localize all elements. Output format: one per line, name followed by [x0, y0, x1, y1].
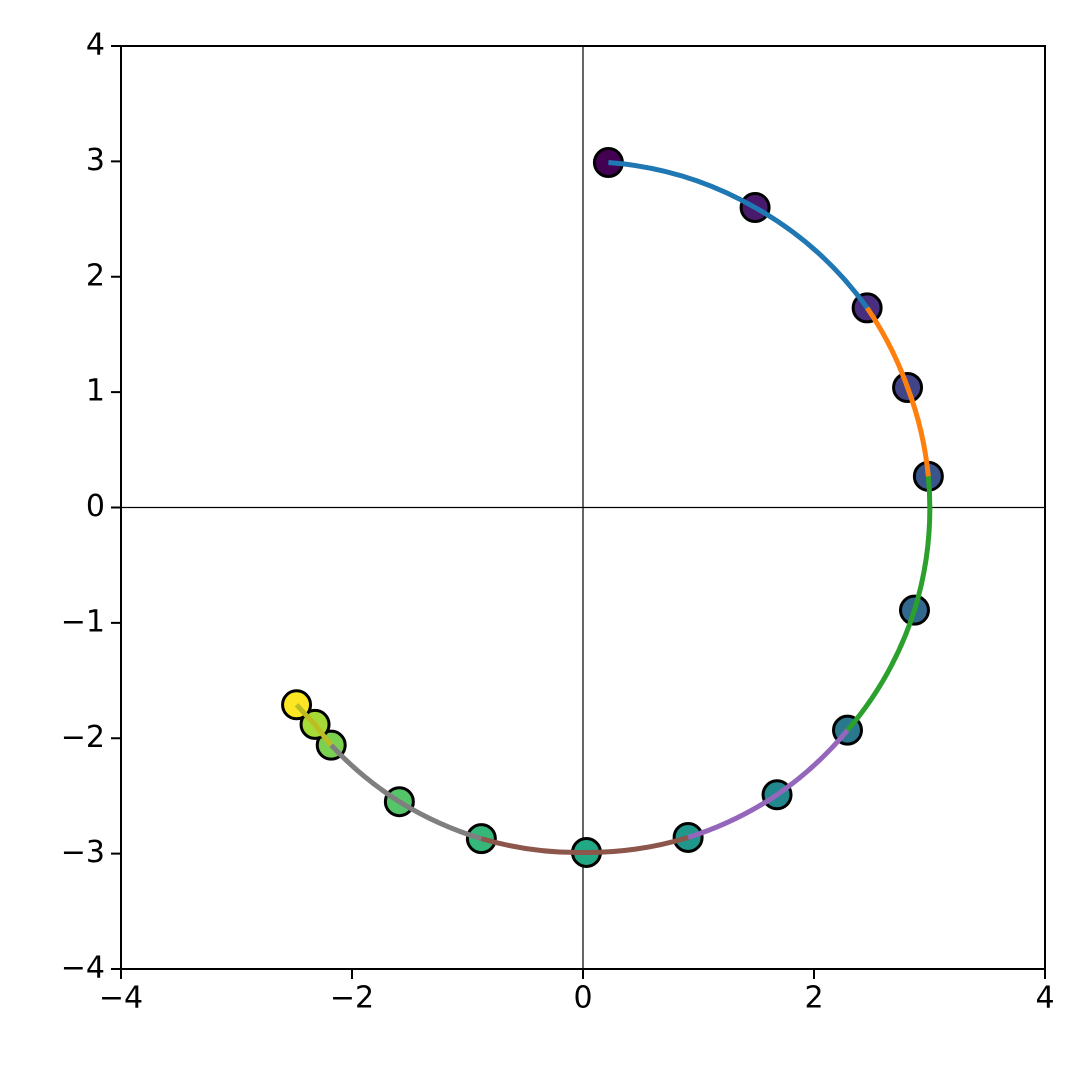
plot-frame — [120, 45, 1046, 970]
arc-line — [329, 743, 483, 842]
arc-line — [687, 728, 850, 840]
y-tick-label: −2 — [61, 720, 105, 755]
y-tick-label: 4 — [86, 28, 105, 63]
x-tick-label: 4 — [1035, 981, 1054, 1016]
y-tick-label: −4 — [61, 951, 105, 986]
arc-line — [480, 835, 689, 855]
x-tick-label: −4 — [99, 981, 143, 1016]
y-tick-label: 0 — [86, 489, 105, 524]
y-tick-label: −1 — [61, 604, 105, 639]
x-tick-label: 2 — [804, 981, 823, 1016]
arc-line — [865, 306, 931, 477]
arc-line — [608, 160, 870, 310]
arc-line — [294, 703, 334, 747]
y-tick-label: 1 — [86, 374, 105, 409]
y-tick-label: 3 — [86, 143, 105, 178]
y-tick-label: −3 — [61, 835, 105, 870]
arc-line — [845, 476, 933, 732]
x-tick-label: 0 — [573, 981, 592, 1016]
x-tick-label: −2 — [330, 981, 374, 1016]
y-tick-label: 2 — [86, 258, 105, 293]
